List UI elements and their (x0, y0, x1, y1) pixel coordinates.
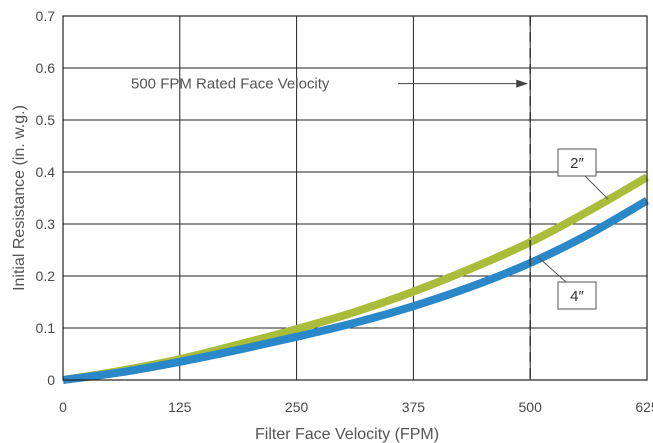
plot-border (62, 15, 648, 381)
y-tick-label: 0 (47, 372, 55, 388)
series-label-box-0 (557, 148, 597, 177)
reference-arrowhead (516, 79, 529, 88)
y-tick-label: 0.4 (36, 164, 56, 180)
series-label-0: 2″ (570, 155, 584, 172)
plot-frame (62, 15, 648, 381)
reference-layer: 500 FPM Rated Face Velocity 2″ 4″ (131, 16, 609, 380)
series-line-0 (62, 173, 650, 384)
x-tick-label: 375 (402, 399, 426, 415)
series-layer (62, 173, 650, 384)
series-label-1: 4″ (570, 288, 584, 305)
x-tick-label: 0 (59, 399, 67, 415)
y-axis-title: Initial Resistance (in. w.g.) (11, 105, 28, 291)
y-tick-label: 0.6 (36, 60, 56, 76)
y-tick-label: 0.1 (36, 320, 56, 336)
x-tick-label: 500 (519, 399, 543, 415)
series-label-box-1 (557, 281, 597, 310)
reference-label: 500 FPM Rated Face Velocity (131, 76, 330, 93)
y-tick-label: 0.7 (36, 8, 56, 24)
x-axis-title: Filter Face Velocity (FPM) (255, 426, 439, 443)
x-tick-label: 125 (168, 399, 192, 415)
series-line-1 (62, 197, 650, 384)
x-tick-label: 625 (635, 399, 653, 415)
series-label-leader-1 (537, 256, 567, 283)
series-label-leader-0 (584, 175, 609, 200)
tick-labels: 0 125 250 375 500 625 0 0.1 0.2 0.3 0.4 0.5 0.6 0.7 (36, 8, 653, 415)
y-tick-label: 0.5 (36, 112, 56, 128)
y-tick-label: 0.3 (36, 216, 56, 232)
x-tick-label: 250 (285, 399, 309, 415)
y-tick-label: 0.2 (36, 268, 56, 284)
